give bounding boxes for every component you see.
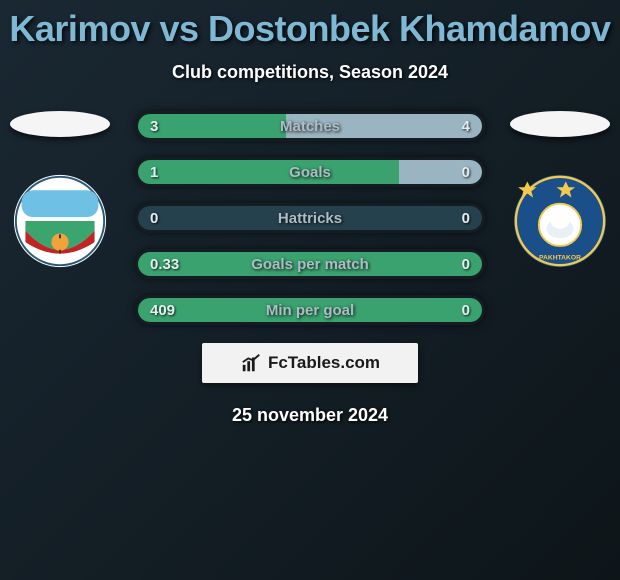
right-ellipse <box>510 111 610 137</box>
right-crest-icon: PAKHTAKOR <box>512 173 608 269</box>
stat-value-right: 0 <box>462 302 470 319</box>
stat-value-right: 4 <box>462 118 470 135</box>
stat-value-right: 0 <box>462 210 470 227</box>
comparison-card: Karimov vs Dostonbek Khamdamov Club comp… <box>0 0 620 426</box>
stat-value-left: 0.33 <box>150 256 179 273</box>
stat-value-right: 0 <box>462 164 470 181</box>
stat-label: Goals <box>289 164 331 181</box>
stat-row: 3 4 Matches <box>135 111 485 141</box>
right-team-col: PAKHTAKOR <box>510 111 610 269</box>
date-text: 25 november 2024 <box>0 405 620 426</box>
stat-fill-left <box>138 114 286 138</box>
stat-row: 0.33 0 Goals per match <box>135 249 485 279</box>
stats-column: 3 4 Matches 1 0 Goals 0 0 Hattricks 0.33 0 Goals pe… <box>135 111 485 325</box>
stats-area: BUNYODKOR 3 4 Matches 1 0 Goals 0 0 Hattricks 0.3… <box>0 111 620 325</box>
source-logo: FcTables.com <box>202 343 418 383</box>
stat-fill-left <box>138 160 399 184</box>
page-subtitle: Club competitions, Season 2024 <box>0 62 620 83</box>
left-team-col: BUNYODKOR <box>10 111 110 269</box>
stat-value-left: 409 <box>150 302 175 319</box>
stat-label: Hattricks <box>278 210 342 227</box>
stat-row: 0 0 Hattricks <box>135 203 485 233</box>
logo-text: FcTables.com <box>268 353 380 373</box>
chart-icon <box>240 352 262 374</box>
stat-row: 1 0 Goals <box>135 157 485 187</box>
stat-row: 409 0 Min per goal <box>135 295 485 325</box>
stat-value-left: 1 <box>150 164 158 181</box>
stat-label: Matches <box>280 118 340 135</box>
left-ellipse <box>10 111 110 137</box>
page-title: Karimov vs Dostonbek Khamdamov <box>0 8 620 50</box>
stat-label: Goals per match <box>251 256 369 273</box>
stat-value-left: 0 <box>150 210 158 227</box>
stat-label: Min per goal <box>266 302 354 319</box>
stat-value-left: 3 <box>150 118 158 135</box>
stat-value-right: 0 <box>462 256 470 273</box>
left-crest-icon: BUNYODKOR <box>12 173 108 269</box>
right-crest-label: PAKHTAKOR <box>539 254 581 261</box>
